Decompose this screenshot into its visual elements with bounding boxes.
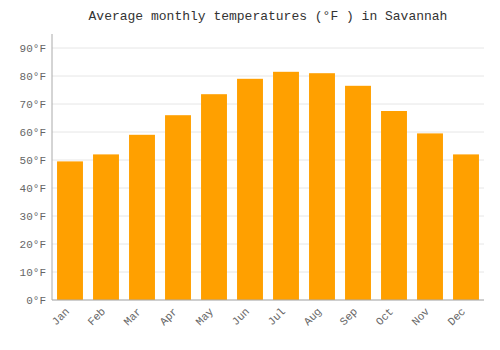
bar [273, 72, 299, 300]
bar [165, 115, 191, 300]
chart-svg: Average monthly temperatures (°F ) in Sa… [0, 0, 500, 350]
x-axis: Jan Feb Mar Apr May Jun Jul Aug Sep Oct Nov Dec [50, 300, 484, 328]
y-tick-label: 50°F [20, 155, 46, 167]
bar [345, 86, 371, 300]
bar [93, 154, 119, 300]
grid-line [52, 48, 484, 49]
x-tick-label: May [194, 305, 217, 328]
y-tick-label: 0°F [26, 295, 46, 307]
chart-container: Average monthly temperatures (°F ) in Sa… [0, 0, 500, 350]
y-tick-label: 90°F [20, 43, 46, 55]
x-tick-label: Apr [158, 306, 180, 328]
x-tick-label: Dec [446, 306, 468, 328]
x-tick-label: Nov [410, 305, 433, 328]
grid-line [52, 132, 484, 133]
x-axis-line [52, 300, 484, 301]
bar [309, 73, 335, 300]
bar [453, 154, 479, 300]
y-tick-label: 30°F [20, 211, 46, 223]
y-tick-label: 60°F [20, 127, 46, 139]
y-tick-label: 80°F [20, 71, 46, 83]
chart-title: Average monthly temperatures (°F ) in Sa… [89, 9, 448, 24]
x-tick-label: Jun [230, 306, 252, 328]
grid-line [52, 76, 484, 77]
y-tick-label: 10°F [20, 267, 46, 279]
y-tick-label: 40°F [20, 183, 46, 195]
x-tick-label: Mar [122, 306, 144, 328]
y-axis-line [52, 34, 53, 300]
bar [381, 111, 407, 300]
x-tick-label: Feb [86, 306, 108, 328]
x-tick-label: Oct [374, 306, 396, 328]
x-tick-label: Jul [266, 306, 288, 328]
bar [201, 94, 227, 300]
grid-line [52, 300, 484, 301]
bar [57, 161, 83, 300]
x-tick-label: Sep [338, 306, 360, 328]
grid-line [52, 104, 484, 105]
x-tick-label: Aug [302, 306, 324, 328]
bar [129, 135, 155, 300]
bar [237, 79, 263, 300]
y-axis: 0°F 10°F 20°F 30°F 40°F 50°F 60°F 70°F 80°F 90°F [20, 34, 484, 307]
y-tick-label: 20°F [20, 239, 46, 251]
bars [57, 72, 479, 300]
x-tick-label: Jan [50, 306, 72, 328]
y-tick-label: 70°F [20, 99, 46, 111]
bar [417, 133, 443, 300]
